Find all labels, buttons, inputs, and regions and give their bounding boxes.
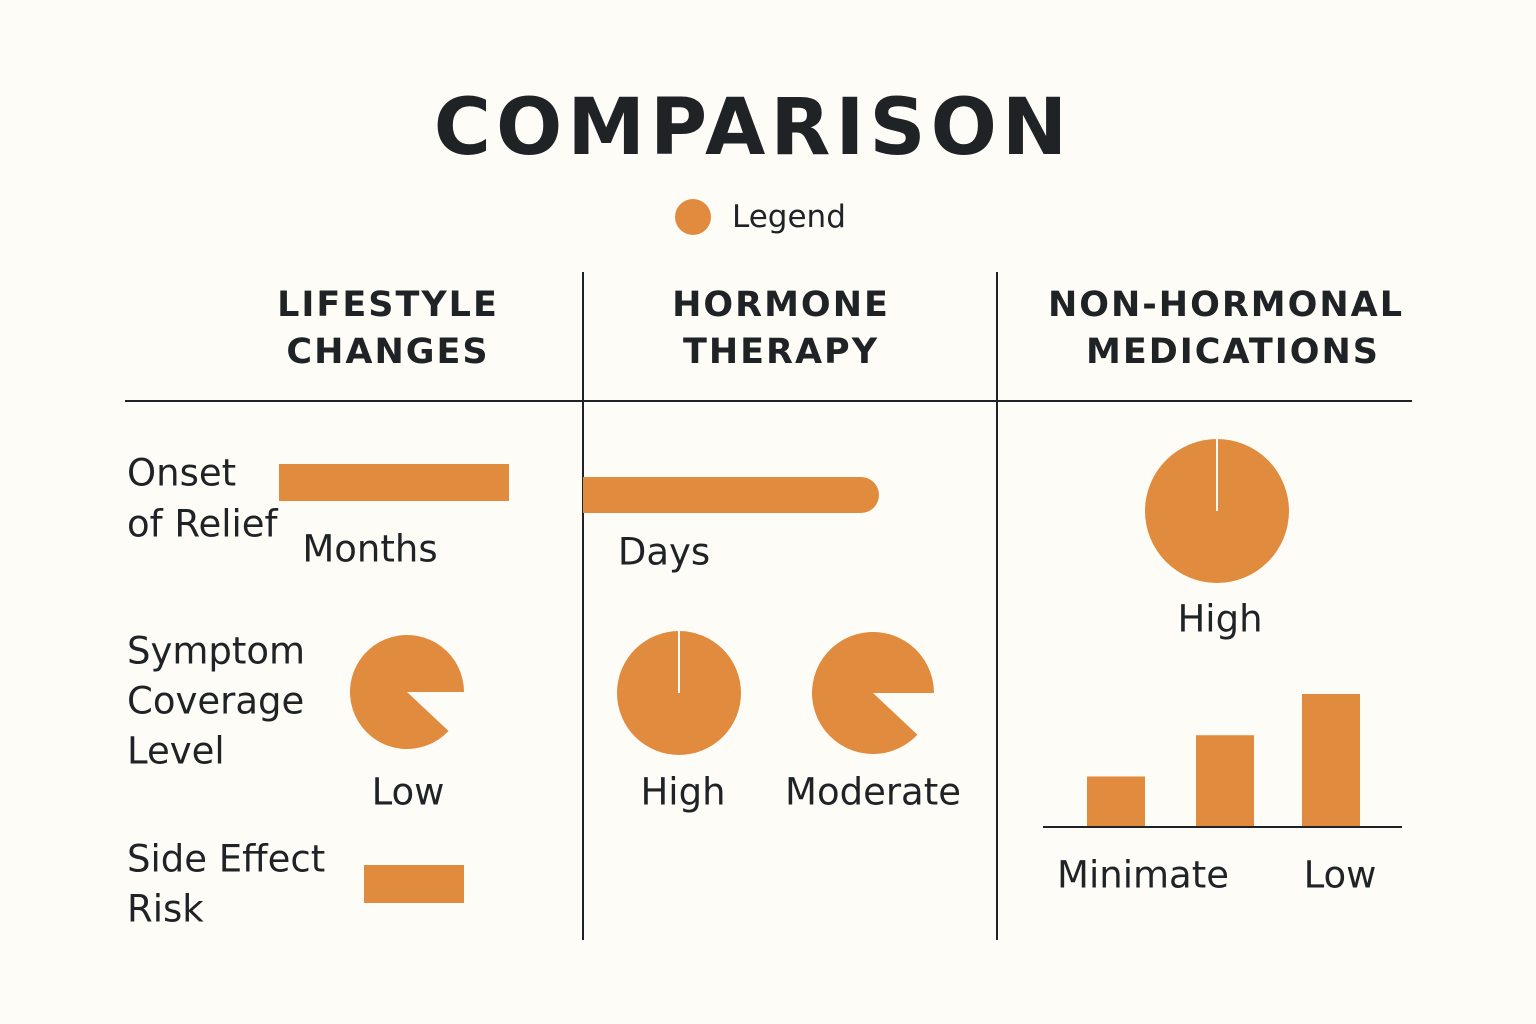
column-header-hormone: THERAPY [682,332,880,372]
row-label-coverage: Symptom [127,629,306,673]
row-label-coverage: Coverage [127,679,305,723]
nonhormonal-coverage-value: High [1177,597,1263,641]
row-label-onset: Onset [127,451,237,495]
lifestyle-coverage-pie [350,634,464,749]
page-title: COMPARISON [433,83,1073,173]
column-divider [582,272,584,940]
legend-label: Legend [732,199,846,235]
column-header-lifestyle: CHANGES [286,332,490,372]
column-header-lifestyle: LIFESTYLE [277,285,499,325]
header-divider [125,400,1412,402]
column-divider [996,272,998,940]
nonhormonal-side-effect-bar [1087,776,1145,827]
row-label-side-effect: Risk [127,887,204,931]
lifestyle-onset-value: Months [302,527,438,571]
lifestyle-onset-bar [279,464,509,501]
nonhormonal-side-effect-label: Low [1303,853,1377,897]
lifestyle-side-effect-bar [364,865,464,903]
row-label-coverage: Level [127,729,225,773]
nonhormonal-side-effect-bar [1302,694,1360,827]
hormone-moderate-pie [811,631,934,754]
lifestyle-coverage-value: Low [371,770,445,814]
hormone-onset-bar [583,477,879,513]
hormone-coverage-value: High [640,770,726,814]
row-label-onset: of Relief [127,502,278,546]
legend-swatch-icon [675,199,711,235]
column-header-nonhormonal: MEDICATIONS [1085,332,1381,372]
nonhormonal-side-effect-label: Minimate [1057,853,1229,897]
column-header-nonhormonal: NON-HORMONAL [1047,285,1405,325]
row-label-side-effect: Side Effect [127,837,326,881]
hormone-onset-value: Days [617,530,711,574]
hormone-coverage-value: Moderate [785,770,961,814]
nonhormonal-side-effect-bar [1196,735,1254,827]
column-header-hormone: HORMONE [672,285,890,325]
